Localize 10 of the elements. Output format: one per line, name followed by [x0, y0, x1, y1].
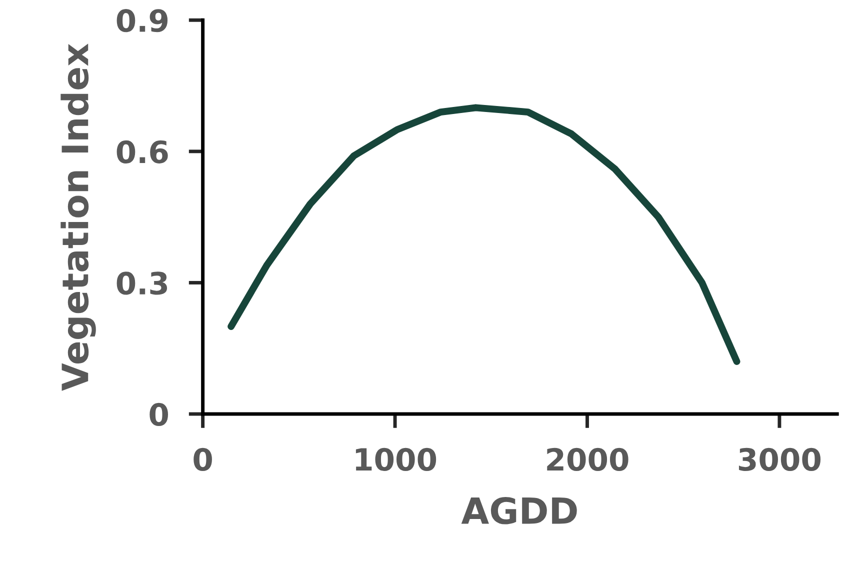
x-axis-title: AGDD	[461, 496, 577, 524]
x-tick-label: 2000	[547, 448, 628, 471]
x-tick-label: 1000	[356, 448, 436, 471]
x-tick-label: 0	[194, 448, 212, 471]
y-tick-label: 0.3	[116, 272, 168, 295]
x-tick-label: 3000	[738, 448, 821, 471]
y-tick-label: 0	[150, 402, 168, 426]
y-tick-label: 0.6	[116, 140, 168, 164]
y-tick-label: 0.9	[116, 9, 168, 32]
y-axis-title: Vegetation Index	[60, 44, 96, 391]
